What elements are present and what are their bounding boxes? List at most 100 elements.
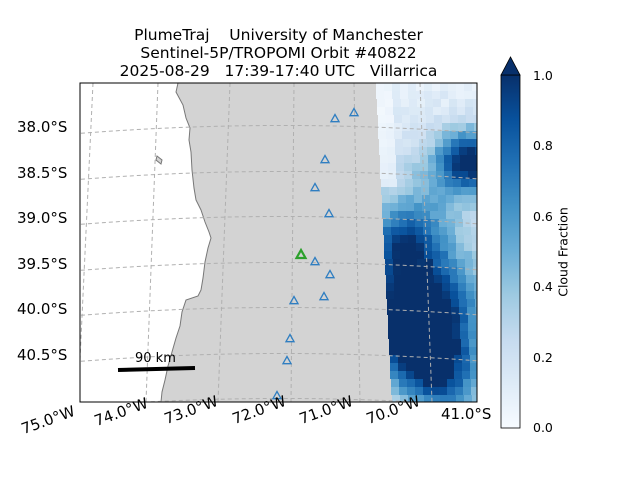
cloud-cell [379,147,387,155]
cloud-cell [474,283,477,291]
cloud-cell [385,99,393,107]
cloud-fraction-layer [376,83,477,402]
cloud-cell [394,123,402,131]
station-triangle-blue [309,256,321,266]
cloud-cell [397,347,405,355]
cloud-cell [416,251,424,259]
cloud-cell [410,131,418,139]
cloud-cell [428,331,436,339]
cloud-cell [396,163,404,171]
cloud-cell [474,123,477,131]
station-triangle-blue [318,291,330,301]
cloud-cell [398,195,406,203]
cloud-cell [475,139,477,147]
cloud-cell [421,339,429,347]
cloud-cell [451,307,459,315]
cloud-cell [437,187,445,195]
cloud-cell [472,83,477,91]
cloud-cell [468,315,476,323]
cloud-cell [426,123,434,131]
station-triangle-blue [329,113,341,123]
cloud-cell [391,227,399,235]
cloud-cell [469,187,477,195]
cloud-cell [392,251,400,259]
cloud-cell [450,131,458,139]
cloud-cell [398,203,406,211]
lat-label-40-0: 40.0°S [17,300,68,318]
cloud-cell [436,323,444,331]
cloud-cell [378,131,386,139]
cloud-cell [414,203,422,211]
cloud-cell [458,131,466,139]
cloud-cell [380,171,388,179]
cloud-cell [428,155,436,163]
cloud-cell [447,219,455,227]
cloud-cell [378,115,386,123]
cloud-cell [397,187,405,195]
cloud-cell [388,315,396,323]
cloud-cell [398,355,406,363]
cloud-cell [427,307,435,315]
cloud-cell [412,323,420,331]
cloud-cell [434,291,442,299]
title-line-2: Sentinel-5P/TROPOMI Orbit #40822 [140,44,417,62]
cloud-cell [397,339,405,347]
cloud-cell [438,211,446,219]
colorbar-tick-1-0: 1.0 [533,68,553,83]
cloud-cell [431,379,439,387]
cloud-cell [471,227,477,235]
cloud-cell [467,139,475,147]
cloud-cell [422,195,430,203]
cloud-cell [398,211,406,219]
cloud-cell [423,219,431,227]
cloud-cell [468,155,476,163]
colorbar-tick-0-2: 0.2 [533,350,553,365]
cloud-cell [441,259,449,267]
cloud-cell [471,387,477,395]
cloud-cell [470,195,477,203]
cloud-cell [394,115,402,123]
cloud-cell [400,243,408,251]
colorbar-extend-arrow [500,56,521,76]
cloud-cell [463,379,471,387]
cloud-cell [404,331,412,339]
cloud-cell [415,379,423,387]
cloud-cell [381,187,389,195]
title-line-1: PlumeTraj University of Manchester [134,26,423,44]
cloud-cell [406,203,414,211]
cloud-cell [400,91,408,99]
cloud-cell [449,107,457,115]
cloud-cell [443,307,451,315]
cloud-cell [473,99,477,107]
cloud-cell [410,291,418,299]
cloud-cell [434,275,442,283]
colorbar-tick-0-8: 0.8 [533,138,553,153]
cloud-cell [441,267,449,275]
cloud-cell [420,315,428,323]
cloud-cell [424,243,432,251]
cloud-cell [424,83,432,91]
cloud-cell [453,179,461,187]
cloud-cell [457,259,465,267]
cloud-cell [388,171,396,179]
cloud-cell [400,83,408,91]
cloud-cell [471,219,477,227]
cloud-cell [460,315,468,323]
cloud-cell [448,251,456,259]
cloud-cell [395,307,403,315]
cloud-cell [398,363,406,371]
cloud-cell [440,251,448,259]
cloud-cell [402,283,410,291]
cloud-cell [418,283,426,291]
cloud-cell [408,251,416,259]
lat-label-38-5: 38.5°S [17,164,68,182]
cloud-cell [392,395,400,402]
cloud-cell [467,307,475,315]
cloud-cell [438,355,446,363]
cloud-cell [448,91,456,99]
island [155,155,163,165]
cloud-cell [413,187,421,195]
cloud-cell [463,227,471,235]
cloud-cell [426,131,434,139]
station-markers [271,107,360,400]
